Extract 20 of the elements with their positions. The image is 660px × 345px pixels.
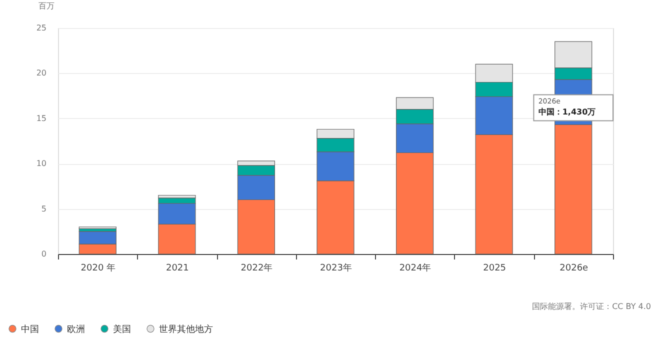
- y-axis-title: 百万: [38, 2, 54, 10]
- y-tick-label: 15: [36, 114, 46, 123]
- x-tick-label: 2025: [483, 264, 506, 274]
- y-tick-label: 5: [41, 204, 46, 214]
- x-tick-label: 2024年: [399, 262, 432, 274]
- x-tick-label: 2026e: [560, 264, 589, 274]
- x-tick-label: 2020 年: [80, 262, 116, 274]
- y-tick-label: 0: [41, 250, 46, 258]
- legend-label: 美国: [113, 324, 131, 335]
- annotation: 中国：1,430万: [538, 108, 596, 117]
- x-tick-label: 2021: [166, 264, 189, 274]
- legend-label: 欧洲: [67, 324, 85, 335]
- x-tick-label: 2022年: [240, 262, 273, 274]
- legend-label: 中国: [21, 324, 39, 335]
- y-tick-label: 10: [36, 159, 46, 168]
- legend-label: 世界其他地方: [159, 324, 213, 335]
- text: 国际能源署。许可证：CC BY 4.0: [532, 302, 651, 311]
- x-tick-label: 2023年: [320, 262, 352, 274]
- y-tick-label: 25: [36, 24, 46, 32]
- y-tick-label: 20: [36, 68, 46, 78]
